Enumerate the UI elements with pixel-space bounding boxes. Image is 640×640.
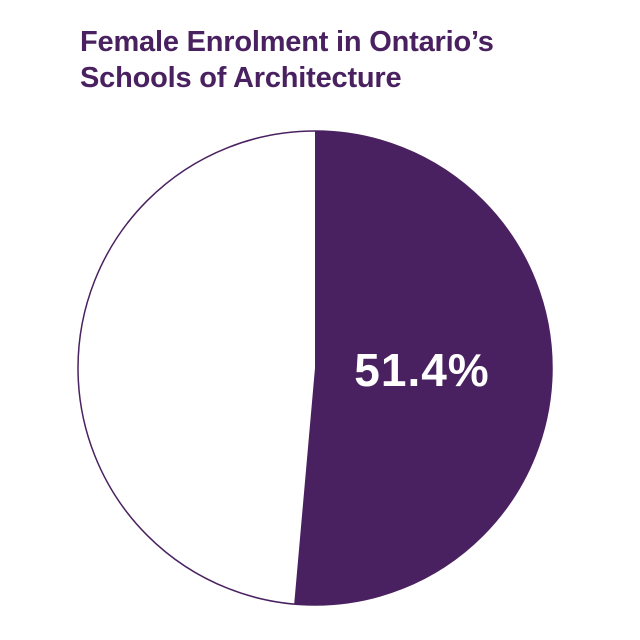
chart-title-line-2: Schools of Architecture <box>80 62 402 94</box>
pie-slice-female-label: 51.4% <box>354 344 489 396</box>
chart-title-line-1: Female Enrolment in Ontario’s <box>80 26 494 58</box>
pie-slice-female <box>294 131 553 606</box>
chart-title: Female Enrolment in Ontario’s Schools of… <box>80 24 620 96</box>
